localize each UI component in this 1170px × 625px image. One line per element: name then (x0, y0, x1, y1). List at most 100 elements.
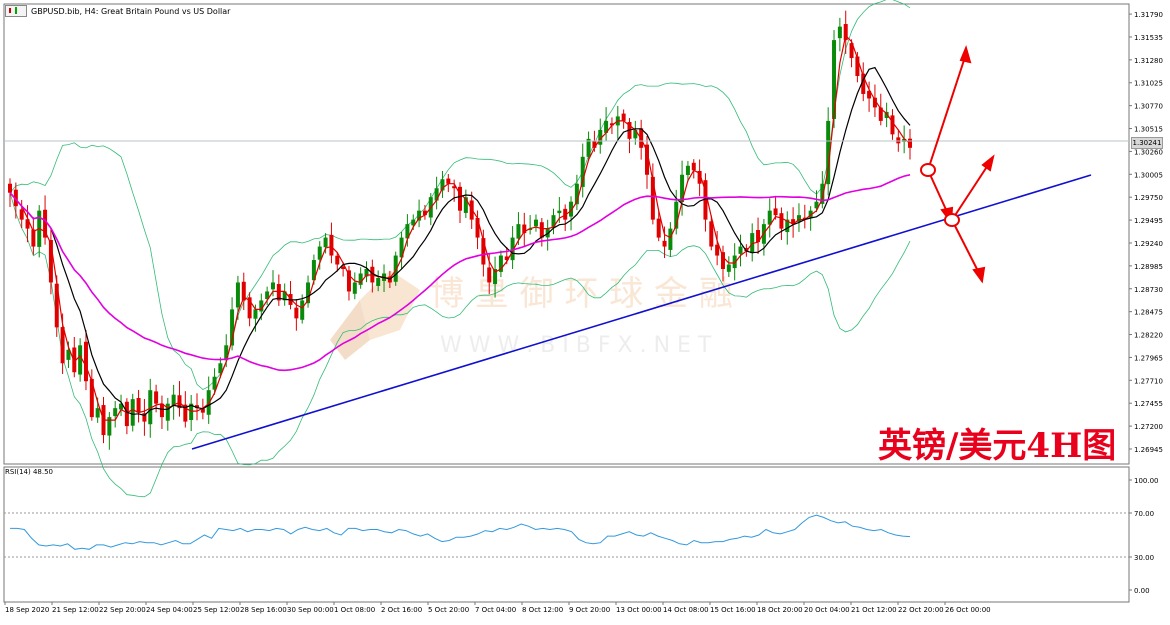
bollinger-upper (9, 0, 911, 390)
candle-bear (703, 180, 708, 220)
time-tick-label: 18 Oct 20:00 (757, 606, 803, 614)
candle-bull (785, 219, 790, 233)
candle-bear (335, 255, 340, 265)
candle-bull (66, 349, 71, 360)
arrow-rebound-line (951, 161, 991, 221)
candle-bear (43, 209, 48, 238)
candle-bull (78, 345, 83, 375)
candle-bull (306, 282, 311, 304)
candle-bear (8, 183, 12, 193)
rsi-axis: 100.00 70.00 30.00 0.00 (1129, 477, 1159, 595)
candle-bull (463, 197, 468, 213)
chart-title-bar: GBPUSD.bib, H4: Great Britain Pound vs U… (5, 5, 230, 17)
candle-bear (791, 219, 796, 225)
candle-bull (510, 237, 515, 261)
price-tick-label: 1.31790 (1134, 11, 1163, 19)
time-tick-label: 5 Oct 20:00 (428, 606, 469, 614)
candle-bear (452, 186, 457, 189)
chart-stamp: 英镑/美元4H图 (878, 426, 1117, 466)
candle-bear (662, 240, 667, 247)
moving-averages (9, 34, 911, 421)
price-tick-label: 1.28220 (1134, 332, 1163, 340)
price-tick-label: 1.27455 (1134, 400, 1163, 408)
candle-bear (487, 267, 492, 283)
candle-bear (697, 170, 702, 184)
time-tick-label: 30 Sep 00:00 (287, 606, 334, 614)
candle-bull (569, 201, 574, 217)
arrow-drop-line (951, 219, 981, 276)
candle-bull (270, 282, 275, 290)
candle-bull (832, 40, 837, 119)
candle-bear (861, 73, 866, 94)
price-axis: 1.31790 1.31535 1.31280 1.31025 1.30770 1.305… (1129, 11, 1163, 454)
arrow-up-head (959, 44, 972, 64)
candle-bull (189, 403, 194, 421)
current-price-tag: 1.30241 (1131, 137, 1163, 149)
candle-bear (709, 221, 714, 247)
candle-bull (533, 219, 538, 227)
candle-bull (364, 269, 369, 277)
candle-bear (136, 398, 141, 413)
candle-bull (685, 165, 690, 175)
time-tick-label: 22 Sep 20:00 (99, 606, 146, 614)
bollinger-lower (9, 192, 911, 498)
candle-bear (89, 378, 94, 418)
candle-bull (212, 376, 217, 390)
candle-bear (13, 189, 18, 207)
candle-bull (230, 309, 235, 346)
candle-bear (83, 341, 88, 382)
candle-bull (440, 179, 445, 191)
candle-bear (241, 281, 246, 301)
candle-bull (557, 210, 562, 214)
candle-bull (580, 156, 585, 187)
price-tick-label: 1.30515 (1134, 126, 1163, 134)
time-tick-label: 28 Sep 16:00 (240, 606, 287, 614)
chart-type-icon[interactable] (5, 5, 27, 17)
candle-bull (119, 403, 124, 410)
price-tick-label: 1.30005 (1134, 171, 1163, 179)
candle-bear (54, 283, 59, 328)
candle-bull (598, 129, 603, 145)
candle-bull (902, 138, 907, 142)
candle-bear (346, 270, 351, 292)
candle-bull (668, 228, 673, 250)
candle-bear (872, 97, 877, 108)
candle-bull (253, 309, 258, 319)
time-axis: 18 Sep 2020 21 Sep 12:00 22 Sep 20:00 24 Se… (4, 602, 991, 614)
time-tick-label: 21 Oct 12:00 (851, 606, 897, 614)
candle-bull (680, 174, 685, 202)
candle-bear (756, 229, 761, 243)
candle-bear (124, 401, 129, 427)
candle-bear (276, 284, 281, 301)
candle-bear (656, 218, 661, 238)
candle-bull (738, 246, 743, 254)
candle-bull (399, 237, 404, 258)
candle-bear (855, 56, 860, 77)
candle-bull (376, 277, 381, 286)
trendline[interactable] (191, 174, 1092, 450)
candle-bull (820, 183, 825, 204)
time-tick-label: 24 Sep 04:00 (146, 606, 193, 614)
candle-bull (165, 403, 170, 421)
arrow-drop-head (972, 266, 986, 284)
candle-bull (130, 399, 135, 426)
candle-bear (60, 327, 65, 364)
candle-bull (352, 282, 357, 294)
candle-bear (896, 137, 901, 144)
candle-bull (837, 26, 842, 39)
candle-bull (434, 188, 439, 201)
candle-bull (317, 246, 322, 260)
candle-bear (329, 234, 334, 256)
candle-bear (621, 113, 626, 121)
candle-bear (458, 186, 462, 211)
price-tick-label: 1.29240 (1134, 240, 1163, 248)
candle-bear (779, 213, 784, 229)
candle-bull (218, 363, 223, 374)
candle-bear (691, 162, 696, 171)
time-tick-label: 15 Oct 16:00 (710, 606, 756, 614)
time-tick-label: 14 Oct 08:00 (663, 606, 709, 614)
candle-bull (113, 408, 118, 417)
rsi-tick-label: 100.00 (1134, 477, 1159, 485)
